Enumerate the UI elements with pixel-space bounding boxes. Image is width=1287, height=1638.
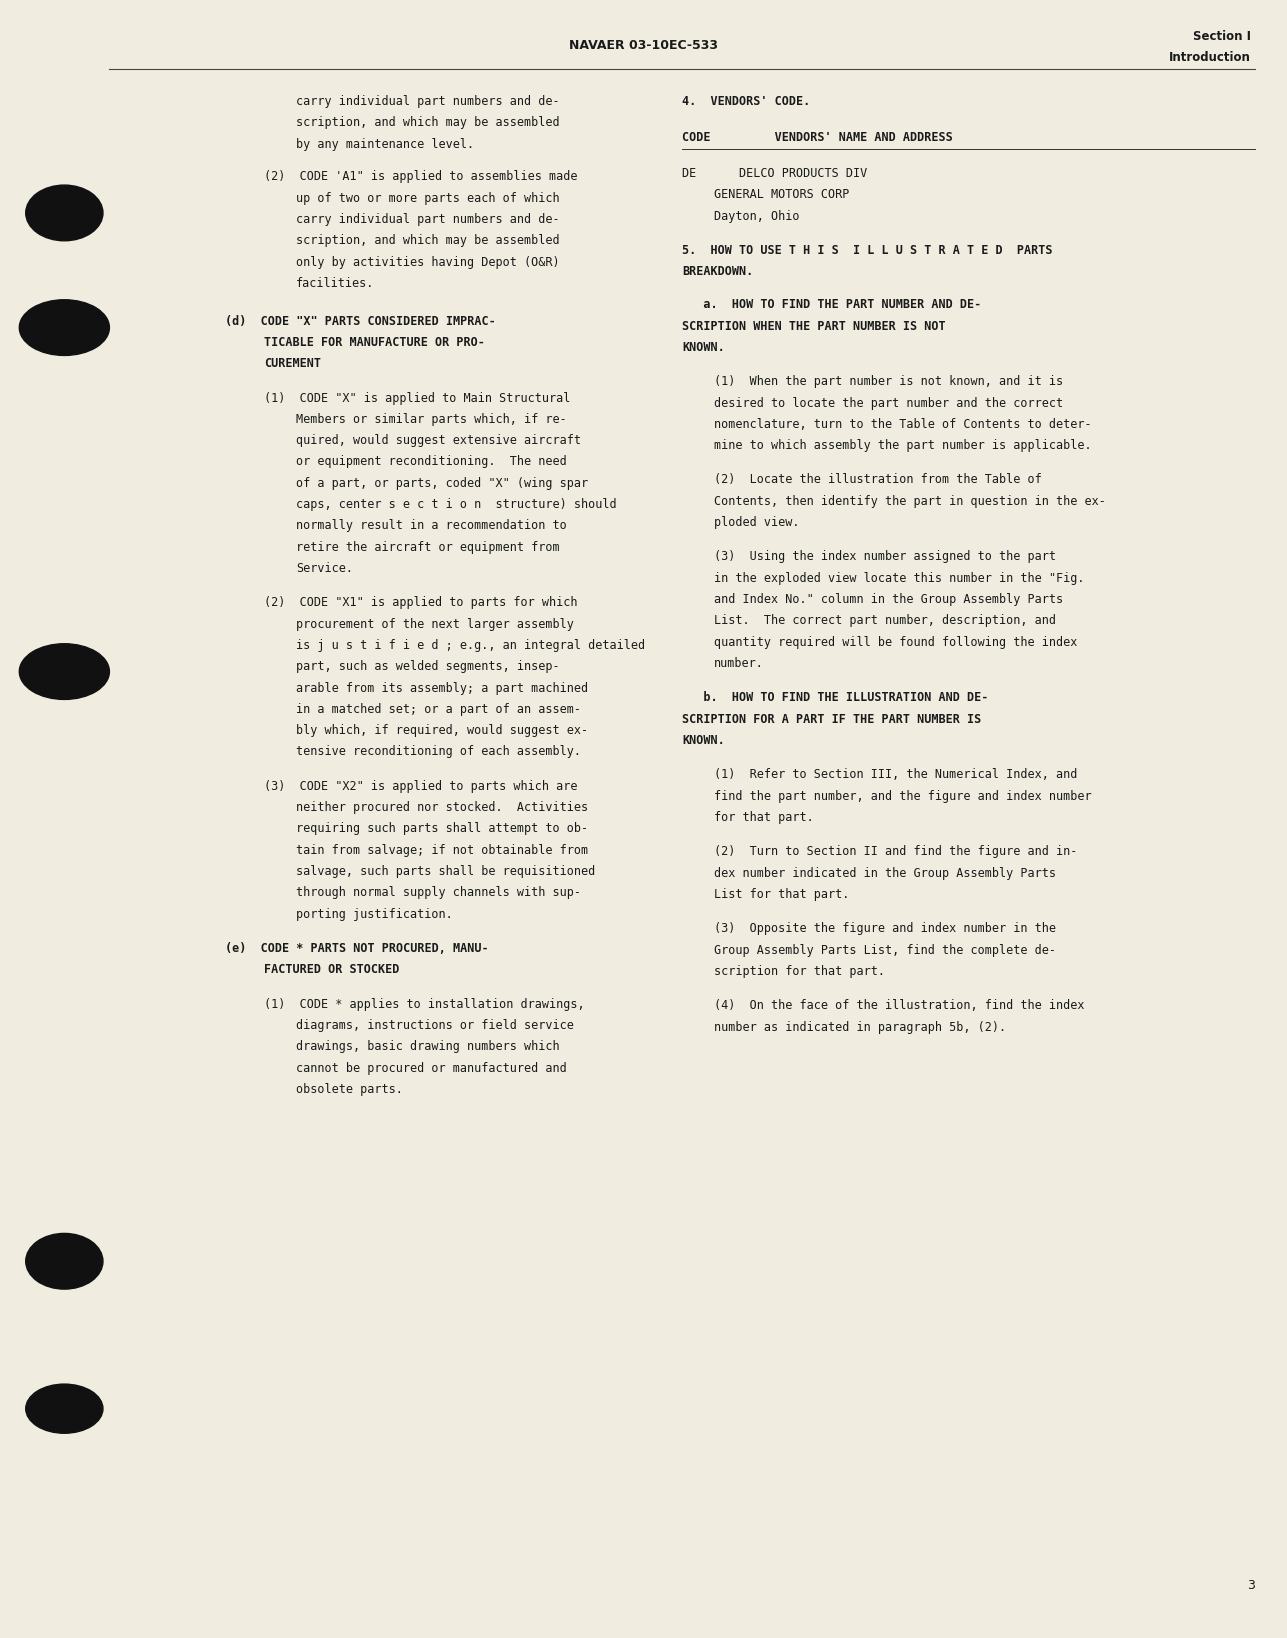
Ellipse shape bbox=[26, 1384, 103, 1433]
Text: through normal supply channels with sup-: through normal supply channels with sup- bbox=[296, 886, 580, 899]
Text: b.  HOW TO FIND THE ILLUSTRATION AND DE-: b. HOW TO FIND THE ILLUSTRATION AND DE- bbox=[682, 691, 988, 704]
Text: (1)  When the part number is not known, and it is: (1) When the part number is not known, a… bbox=[714, 375, 1063, 388]
Text: KNOWN.: KNOWN. bbox=[682, 341, 725, 354]
Text: scription for that part.: scription for that part. bbox=[714, 965, 885, 978]
Text: find the part number, and the figure and index number: find the part number, and the figure and… bbox=[714, 790, 1091, 803]
Text: dex number indicated in the Group Assembly Parts: dex number indicated in the Group Assemb… bbox=[714, 867, 1057, 880]
Ellipse shape bbox=[19, 644, 109, 699]
Text: SCRIPTION WHEN THE PART NUMBER IS NOT: SCRIPTION WHEN THE PART NUMBER IS NOT bbox=[682, 319, 946, 333]
Text: (3)  Opposite the figure and index number in the: (3) Opposite the figure and index number… bbox=[714, 922, 1057, 935]
Text: GENERAL MOTORS CORP: GENERAL MOTORS CORP bbox=[714, 188, 849, 201]
Text: mine to which assembly the part number is applicable.: mine to which assembly the part number i… bbox=[714, 439, 1091, 452]
Text: is j u s t i f i e d ; e.g., an integral detailed: is j u s t i f i e d ; e.g., an integral… bbox=[296, 639, 645, 652]
Text: desired to locate the part number and the correct: desired to locate the part number and th… bbox=[714, 396, 1063, 410]
Text: carry individual part numbers and de-: carry individual part numbers and de- bbox=[296, 213, 560, 226]
Text: facilities.: facilities. bbox=[296, 277, 375, 290]
Text: of a part, or parts, coded "X" (wing spar: of a part, or parts, coded "X" (wing spa… bbox=[296, 477, 588, 490]
Text: List.  The correct part number, description, and: List. The correct part number, descripti… bbox=[714, 614, 1057, 627]
Text: normally result in a recommendation to: normally result in a recommendation to bbox=[296, 519, 566, 532]
Text: SCRIPTION FOR A PART IF THE PART NUMBER IS: SCRIPTION FOR A PART IF THE PART NUMBER … bbox=[682, 713, 982, 726]
Text: salvage, such parts shall be requisitioned: salvage, such parts shall be requisition… bbox=[296, 865, 596, 878]
Text: number as indicated in paragraph 5b, (2).: number as indicated in paragraph 5b, (2)… bbox=[714, 1020, 1006, 1034]
Text: caps, center s e c t i o n  structure) should: caps, center s e c t i o n structure) sh… bbox=[296, 498, 616, 511]
Text: List for that part.: List for that part. bbox=[714, 888, 849, 901]
Text: Introduction: Introduction bbox=[1169, 51, 1251, 64]
Text: by any maintenance level.: by any maintenance level. bbox=[296, 138, 474, 151]
Text: KNOWN.: KNOWN. bbox=[682, 734, 725, 747]
Text: Contents, then identify the part in question in the ex-: Contents, then identify the part in ques… bbox=[714, 495, 1106, 508]
Text: (e)  CODE * PARTS NOT PROCURED, MANU-: (e) CODE * PARTS NOT PROCURED, MANU- bbox=[225, 942, 489, 955]
Text: tain from salvage; if not obtainable from: tain from salvage; if not obtainable fro… bbox=[296, 844, 588, 857]
Text: (d)  CODE "X" PARTS CONSIDERED IMPRAC-: (d) CODE "X" PARTS CONSIDERED IMPRAC- bbox=[225, 314, 495, 328]
Text: porting justification.: porting justification. bbox=[296, 907, 453, 921]
Text: arable from its assembly; a part machined: arable from its assembly; a part machine… bbox=[296, 681, 588, 695]
Text: NAVAER 03-10EC-533: NAVAER 03-10EC-533 bbox=[569, 39, 718, 52]
Text: nomenclature, turn to the Table of Contents to deter-: nomenclature, turn to the Table of Conte… bbox=[714, 418, 1091, 431]
Ellipse shape bbox=[19, 300, 109, 355]
Text: Section I: Section I bbox=[1193, 29, 1251, 43]
Text: or equipment reconditioning.  The need: or equipment reconditioning. The need bbox=[296, 455, 566, 468]
Text: retire the aircraft or equipment from: retire the aircraft or equipment from bbox=[296, 541, 560, 554]
Text: scription, and which may be assembled: scription, and which may be assembled bbox=[296, 234, 560, 247]
Ellipse shape bbox=[26, 185, 103, 241]
Text: ploded view.: ploded view. bbox=[714, 516, 799, 529]
Text: tensive reconditioning of each assembly.: tensive reconditioning of each assembly. bbox=[296, 745, 580, 758]
Ellipse shape bbox=[26, 1233, 103, 1289]
Text: (1)  CODE "X" is applied to Main Structural: (1) CODE "X" is applied to Main Structur… bbox=[264, 391, 570, 405]
Text: and Index No." column in the Group Assembly Parts: and Index No." column in the Group Assem… bbox=[714, 593, 1063, 606]
Text: 3: 3 bbox=[1247, 1579, 1255, 1592]
Text: only by activities having Depot (O&R): only by activities having Depot (O&R) bbox=[296, 256, 560, 269]
Text: BREAKDOWN.: BREAKDOWN. bbox=[682, 265, 753, 278]
Text: requiring such parts shall attempt to ob-: requiring such parts shall attempt to ob… bbox=[296, 822, 588, 835]
Text: (4)  On the face of the illustration, find the index: (4) On the face of the illustration, fin… bbox=[714, 999, 1085, 1012]
Text: part, such as welded segments, insep-: part, such as welded segments, insep- bbox=[296, 660, 560, 673]
Text: (3)  CODE "X2" is applied to parts which are: (3) CODE "X2" is applied to parts which … bbox=[264, 780, 578, 793]
Text: neither procured nor stocked.  Activities: neither procured nor stocked. Activities bbox=[296, 801, 588, 814]
Text: drawings, basic drawing numbers which: drawings, basic drawing numbers which bbox=[296, 1040, 560, 1053]
Text: (2)  CODE "X1" is applied to parts for which: (2) CODE "X1" is applied to parts for wh… bbox=[264, 596, 578, 609]
Text: in the exploded view locate this number in the "Fig.: in the exploded view locate this number … bbox=[714, 572, 1085, 585]
Text: procurement of the next larger assembly: procurement of the next larger assembly bbox=[296, 618, 574, 631]
Text: quired, would suggest extensive aircraft: quired, would suggest extensive aircraft bbox=[296, 434, 580, 447]
Text: TICABLE FOR MANUFACTURE OR PRO-: TICABLE FOR MANUFACTURE OR PRO- bbox=[264, 336, 485, 349]
Text: a.  HOW TO FIND THE PART NUMBER AND DE-: a. HOW TO FIND THE PART NUMBER AND DE- bbox=[682, 298, 982, 311]
Text: in a matched set; or a part of an assem-: in a matched set; or a part of an assem- bbox=[296, 703, 580, 716]
Text: scription, and which may be assembled: scription, and which may be assembled bbox=[296, 116, 560, 129]
Text: bly which, if required, would suggest ex-: bly which, if required, would suggest ex… bbox=[296, 724, 588, 737]
Text: CODE         VENDORS' NAME AND ADDRESS: CODE VENDORS' NAME AND ADDRESS bbox=[682, 131, 952, 144]
Text: CUREMENT: CUREMENT bbox=[264, 357, 320, 370]
Text: 4.  VENDORS' CODE.: 4. VENDORS' CODE. bbox=[682, 95, 811, 108]
Text: (2)  Turn to Section II and find the figure and in-: (2) Turn to Section II and find the figu… bbox=[714, 845, 1077, 858]
Text: (1)  Refer to Section III, the Numerical Index, and: (1) Refer to Section III, the Numerical … bbox=[714, 768, 1077, 781]
Text: Dayton, Ohio: Dayton, Ohio bbox=[714, 210, 799, 223]
Text: (2)  Locate the illustration from the Table of: (2) Locate the illustration from the Tab… bbox=[714, 473, 1042, 486]
Text: cannot be procured or manufactured and: cannot be procured or manufactured and bbox=[296, 1061, 566, 1075]
Text: carry individual part numbers and de-: carry individual part numbers and de- bbox=[296, 95, 560, 108]
Text: diagrams, instructions or field service: diagrams, instructions or field service bbox=[296, 1019, 574, 1032]
Text: Service.: Service. bbox=[296, 562, 353, 575]
Text: obsolete parts.: obsolete parts. bbox=[296, 1083, 403, 1096]
Text: (2)  CODE 'A1" is applied to assemblies made: (2) CODE 'A1" is applied to assemblies m… bbox=[264, 170, 578, 183]
Text: (1)  CODE * applies to installation drawings,: (1) CODE * applies to installation drawi… bbox=[264, 998, 584, 1011]
Text: quantity required will be found following the index: quantity required will be found followin… bbox=[714, 636, 1077, 649]
Text: number.: number. bbox=[714, 657, 764, 670]
Text: 5.  HOW TO USE T H I S  I L L U S T R A T E D  PARTS: 5. HOW TO USE T H I S I L L U S T R A T … bbox=[682, 244, 1053, 257]
Text: Group Assembly Parts List, find the complete de-: Group Assembly Parts List, find the comp… bbox=[714, 943, 1057, 957]
Text: up of two or more parts each of which: up of two or more parts each of which bbox=[296, 192, 560, 205]
Text: Members or similar parts which, if re-: Members or similar parts which, if re- bbox=[296, 413, 566, 426]
Text: FACTURED OR STOCKED: FACTURED OR STOCKED bbox=[264, 963, 399, 976]
Text: (3)  Using the index number assigned to the part: (3) Using the index number assigned to t… bbox=[714, 550, 1057, 563]
Text: DE      DELCO PRODUCTS DIV: DE DELCO PRODUCTS DIV bbox=[682, 167, 867, 180]
Text: for that part.: for that part. bbox=[714, 811, 815, 824]
